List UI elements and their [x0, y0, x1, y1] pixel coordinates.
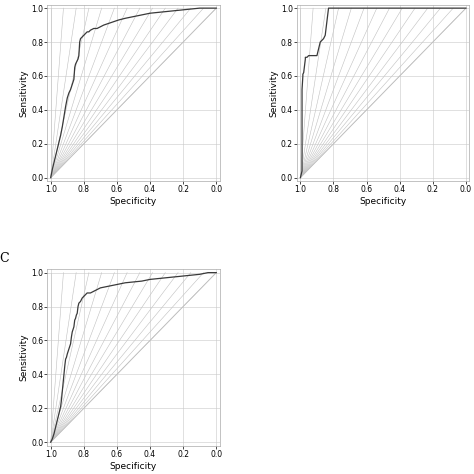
X-axis label: Specificity: Specificity — [110, 462, 157, 471]
Y-axis label: Sensitivity: Sensitivity — [19, 334, 28, 381]
Text: C: C — [0, 252, 9, 264]
Y-axis label: Sensitivity: Sensitivity — [19, 69, 28, 117]
X-axis label: Specificity: Specificity — [360, 197, 407, 206]
Y-axis label: Sensitivity: Sensitivity — [269, 69, 278, 117]
X-axis label: Specificity: Specificity — [110, 197, 157, 206]
